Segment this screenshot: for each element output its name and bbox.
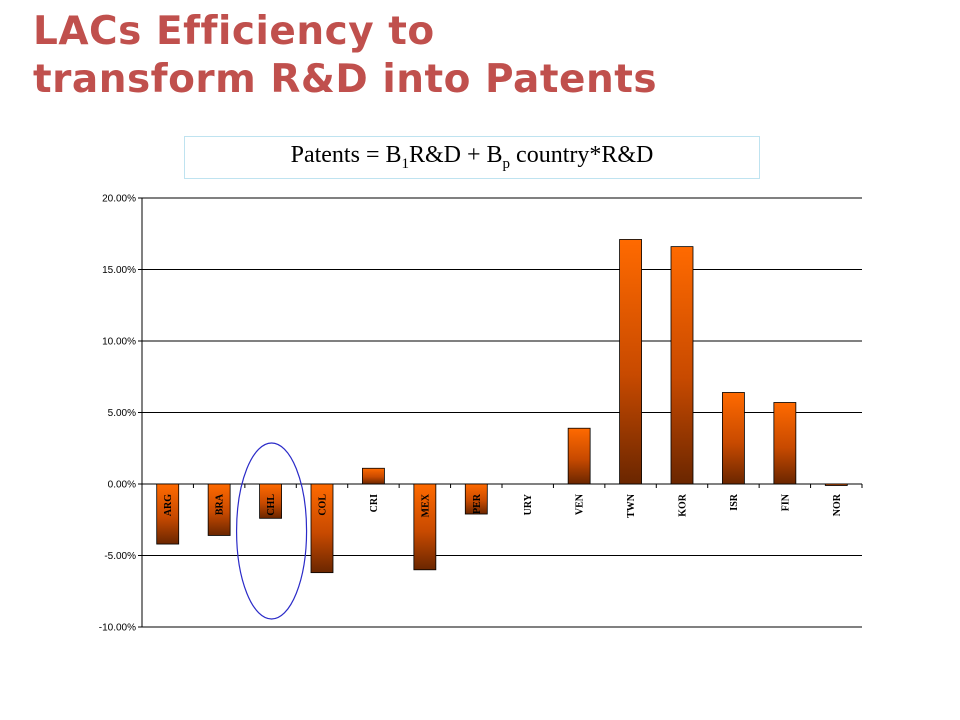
category-label-ven: VEN: [575, 493, 586, 515]
category-label-cri: CRI: [369, 494, 380, 512]
bar-col: [310, 483, 334, 574]
category-label-chl: CHL: [266, 494, 277, 516]
bar-chl: [259, 483, 282, 519]
bar-fin: [773, 402, 797, 485]
equation-text: Patents = B1R&D + Bp country*R&D: [290, 142, 654, 172]
category-label-nor: NOR: [832, 493, 843, 516]
category-label-mex: MEX: [420, 493, 431, 517]
y-tick-label: 20.00%: [102, 194, 136, 205]
category-label-col: COL: [318, 494, 329, 516]
bar-arg: [156, 483, 180, 545]
equation-box: Patents = B1R&D + Bp country*R&D: [184, 136, 760, 179]
category-label-arg: ARG: [163, 494, 174, 516]
bar-cri: [362, 467, 385, 485]
category-label-twn: TWN: [626, 493, 637, 518]
title-line-1: LACs Efficiency to: [33, 9, 435, 54]
y-tick-label: -10.00%: [99, 623, 136, 634]
bar-kor: [670, 246, 694, 485]
y-tick-label: 0.00%: [108, 480, 136, 491]
bar-bra: [207, 483, 231, 536]
category-label-isr: ISR: [729, 493, 740, 510]
category-label-per: PER: [472, 493, 483, 514]
bar-mex: [413, 483, 437, 571]
category-label-bra: BRA: [215, 493, 226, 515]
bar-nor: [824, 483, 848, 486]
category-label-kor: KOR: [678, 493, 689, 517]
bar-per: [464, 483, 488, 515]
y-tick-label: -5.00%: [104, 551, 136, 562]
slide-title: LACs Efficiency to transform R&D into Pa…: [33, 8, 657, 104]
y-tick-label: 5.00%: [108, 408, 136, 419]
category-label-ury: URY: [523, 493, 534, 515]
y-tick-label: 10.00%: [102, 337, 136, 348]
bar-ven: [567, 427, 591, 485]
title-line-2: transform R&D into Patents: [33, 57, 658, 102]
y-tick-label: 15.00%: [102, 265, 136, 276]
bar-twn: [619, 239, 642, 485]
bar-isr: [722, 392, 745, 485]
highlight-ellipse: [235, 442, 308, 620]
category-label-fin: FIN: [780, 493, 791, 511]
